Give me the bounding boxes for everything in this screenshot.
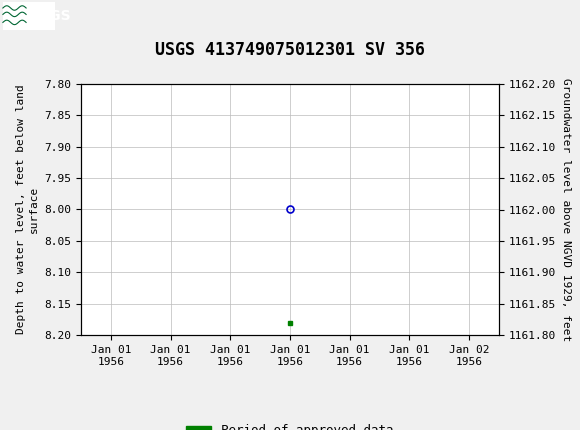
Y-axis label: Groundwater level above NGVD 1929, feet: Groundwater level above NGVD 1929, feet [561,78,571,341]
Text: USGS: USGS [29,9,71,23]
Y-axis label: Depth to water level, feet below land
surface: Depth to water level, feet below land su… [16,85,39,335]
Text: USGS 413749075012301 SV 356: USGS 413749075012301 SV 356 [155,40,425,58]
Bar [3,2,55,31]
Legend: Period of approved data: Period of approved data [182,419,399,430]
